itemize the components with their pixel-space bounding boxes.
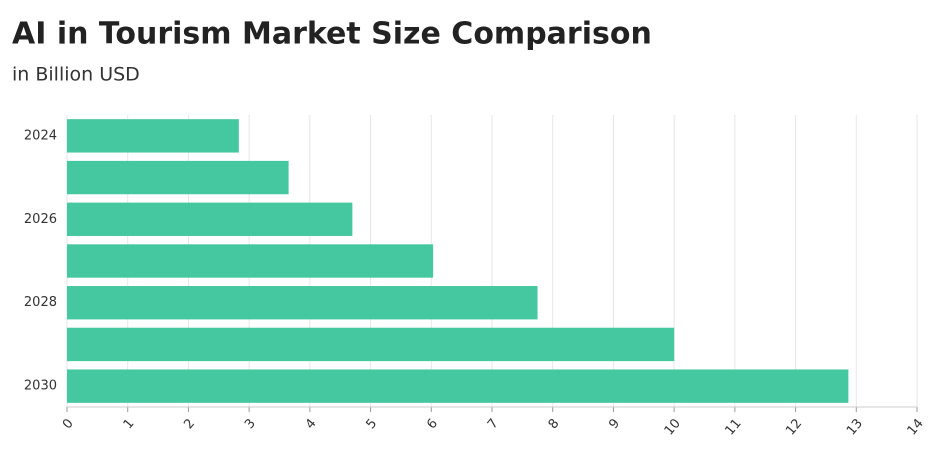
x-tick-label: 2 (181, 416, 198, 432)
bar (67, 119, 239, 153)
x-tick-label: 11 (722, 416, 744, 438)
y-tick-label: 2026 (24, 212, 57, 227)
x-tick-label: 5 (364, 416, 381, 432)
x-tick-label: 9 (606, 416, 623, 432)
chart-subtitle: in Billion USD (12, 64, 140, 86)
x-tick-label: 3 (242, 416, 259, 432)
bar (67, 244, 434, 278)
x-tick-label: 10 (662, 416, 684, 438)
x-tick-label: 8 (546, 416, 563, 432)
y-tick-label: 2024 (24, 128, 57, 143)
bar (67, 202, 353, 236)
bar (67, 327, 675, 362)
x-tick-label: 0 (60, 416, 77, 432)
x-tick-label: 12 (783, 416, 805, 438)
y-tick-label: 2028 (24, 295, 57, 310)
chart-title: AI in Tourism Market Size Comparison (12, 17, 652, 52)
x-tick-label: 13 (844, 416, 866, 438)
x-tick-label: 6 (424, 416, 441, 432)
x-tick-label: 4 (303, 416, 320, 432)
x-tick-label: 7 (485, 416, 502, 432)
bar (67, 160, 289, 195)
bar (67, 286, 538, 320)
x-tick-label: 14 (905, 416, 927, 438)
x-tick-label: 1 (121, 416, 138, 432)
y-tick-label: 2030 (24, 379, 57, 394)
bar (67, 369, 849, 403)
